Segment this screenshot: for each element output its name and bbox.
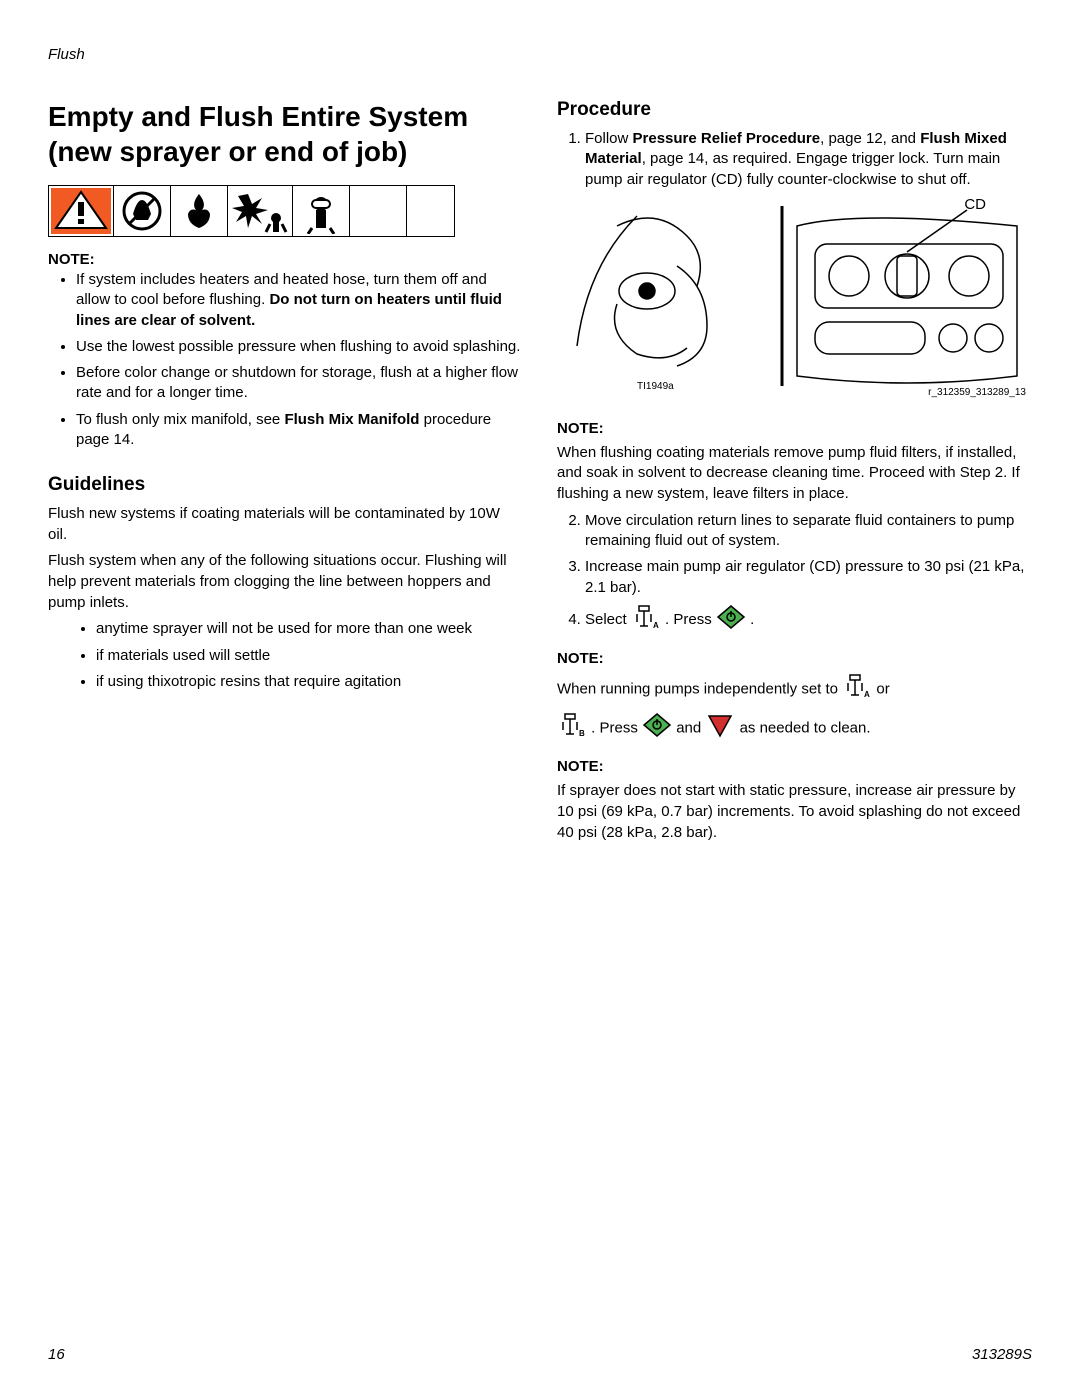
left-note-item: Use the lowest possible pressure when fl…: [76, 337, 523, 357]
explosion-icon: [228, 186, 293, 236]
doc-number: 313289S: [972, 1346, 1032, 1363]
step-4: Select A . Press .: [585, 604, 1032, 636]
right-note2-label: NOTE:: [557, 650, 1032, 667]
no-hand-icon: [114, 186, 171, 236]
right-note3-label: NOTE:: [557, 758, 1032, 775]
stop-triangle-icon: [705, 712, 735, 745]
left-column: Empty and Flush Entire System (new spray…: [48, 99, 523, 850]
start-diamond-icon: [642, 712, 672, 745]
hazard-empty-cell-2: [407, 186, 463, 236]
procedure-heading: Procedure: [557, 99, 1032, 121]
right-note2-line2: B . Press and as needed to clean.: [557, 712, 1032, 745]
page-footer: 16 313289S: [48, 1346, 1032, 1363]
svg-text:B: B: [579, 729, 585, 738]
right-note1-label: NOTE:: [557, 420, 1032, 437]
pump-a-icon: A: [842, 673, 872, 706]
guidelines-para2: Flush system when any of the following s…: [48, 551, 523, 613]
guidelines-bullet-list: anytime sprayer will not be used for mor…: [48, 619, 523, 692]
manual-page: Flush Empty and Flush Entire System (new…: [0, 0, 1080, 1397]
cd-label: CD: [964, 196, 986, 213]
step-3: Increase main pump air regulator (CD) pr…: [585, 557, 1032, 598]
guidelines-para1: Flush new systems if coating materials w…: [48, 504, 523, 545]
procedure-list-1: Follow Pressure Relief Procedure, page 1…: [557, 129, 1032, 190]
right-note2-line1: When running pumps independently set to …: [557, 673, 1032, 706]
left-note-label: NOTE:: [48, 251, 523, 268]
page-number: 16: [48, 1346, 65, 1363]
columns-wrap: Empty and Flush Entire System (new spray…: [48, 99, 1032, 850]
right-note1-text: When flushing coating materials remove p…: [557, 443, 1032, 505]
figure-caption-right: r_312359_313289_13: [928, 387, 1026, 398]
figure-block: CD: [557, 196, 1032, 406]
svg-text:A: A: [653, 621, 659, 630]
procedure-list-2: Move circulation return lines to separat…: [557, 511, 1032, 636]
right-column: Procedure Follow Pressure Relief Procedu…: [557, 99, 1032, 850]
header-category: Flush: [48, 46, 1032, 63]
warning-icon: [49, 186, 114, 236]
figure-caption-left: TI1949a: [637, 381, 674, 392]
list-item: if materials used will settle: [96, 646, 523, 666]
machine-diagram-icon: [557, 196, 1027, 406]
hazard-empty-cell-1: [350, 186, 407, 236]
guidelines-heading: Guidelines: [48, 474, 523, 496]
left-note-list: If system includes heaters and heated ho…: [48, 270, 523, 450]
list-item: if using thixotropic resins that require…: [96, 672, 523, 692]
right-note3-text: If sprayer does not start with static pr…: [557, 781, 1032, 843]
page-title: Empty and Flush Entire System (new spray…: [48, 99, 523, 169]
svg-text:A: A: [864, 690, 870, 699]
flame-icon: [171, 186, 228, 236]
hazard-icon-row: [48, 185, 455, 237]
list-item: anytime sprayer will not be used for mor…: [96, 619, 523, 639]
left-note-item: To flush only mix manifold, see Flush Mi…: [76, 410, 523, 451]
pump-b-icon: B: [557, 712, 587, 745]
step-2: Move circulation return lines to separat…: [585, 511, 1032, 552]
goggles-icon: [293, 186, 350, 236]
start-diamond-icon: [716, 604, 746, 636]
step-1: Follow Pressure Relief Procedure, page 1…: [585, 129, 1032, 190]
left-note-item: If system includes heaters and heated ho…: [76, 270, 523, 331]
pump-a-icon: A: [631, 604, 661, 636]
left-note-item: Before color change or shutdown for stor…: [76, 363, 523, 404]
